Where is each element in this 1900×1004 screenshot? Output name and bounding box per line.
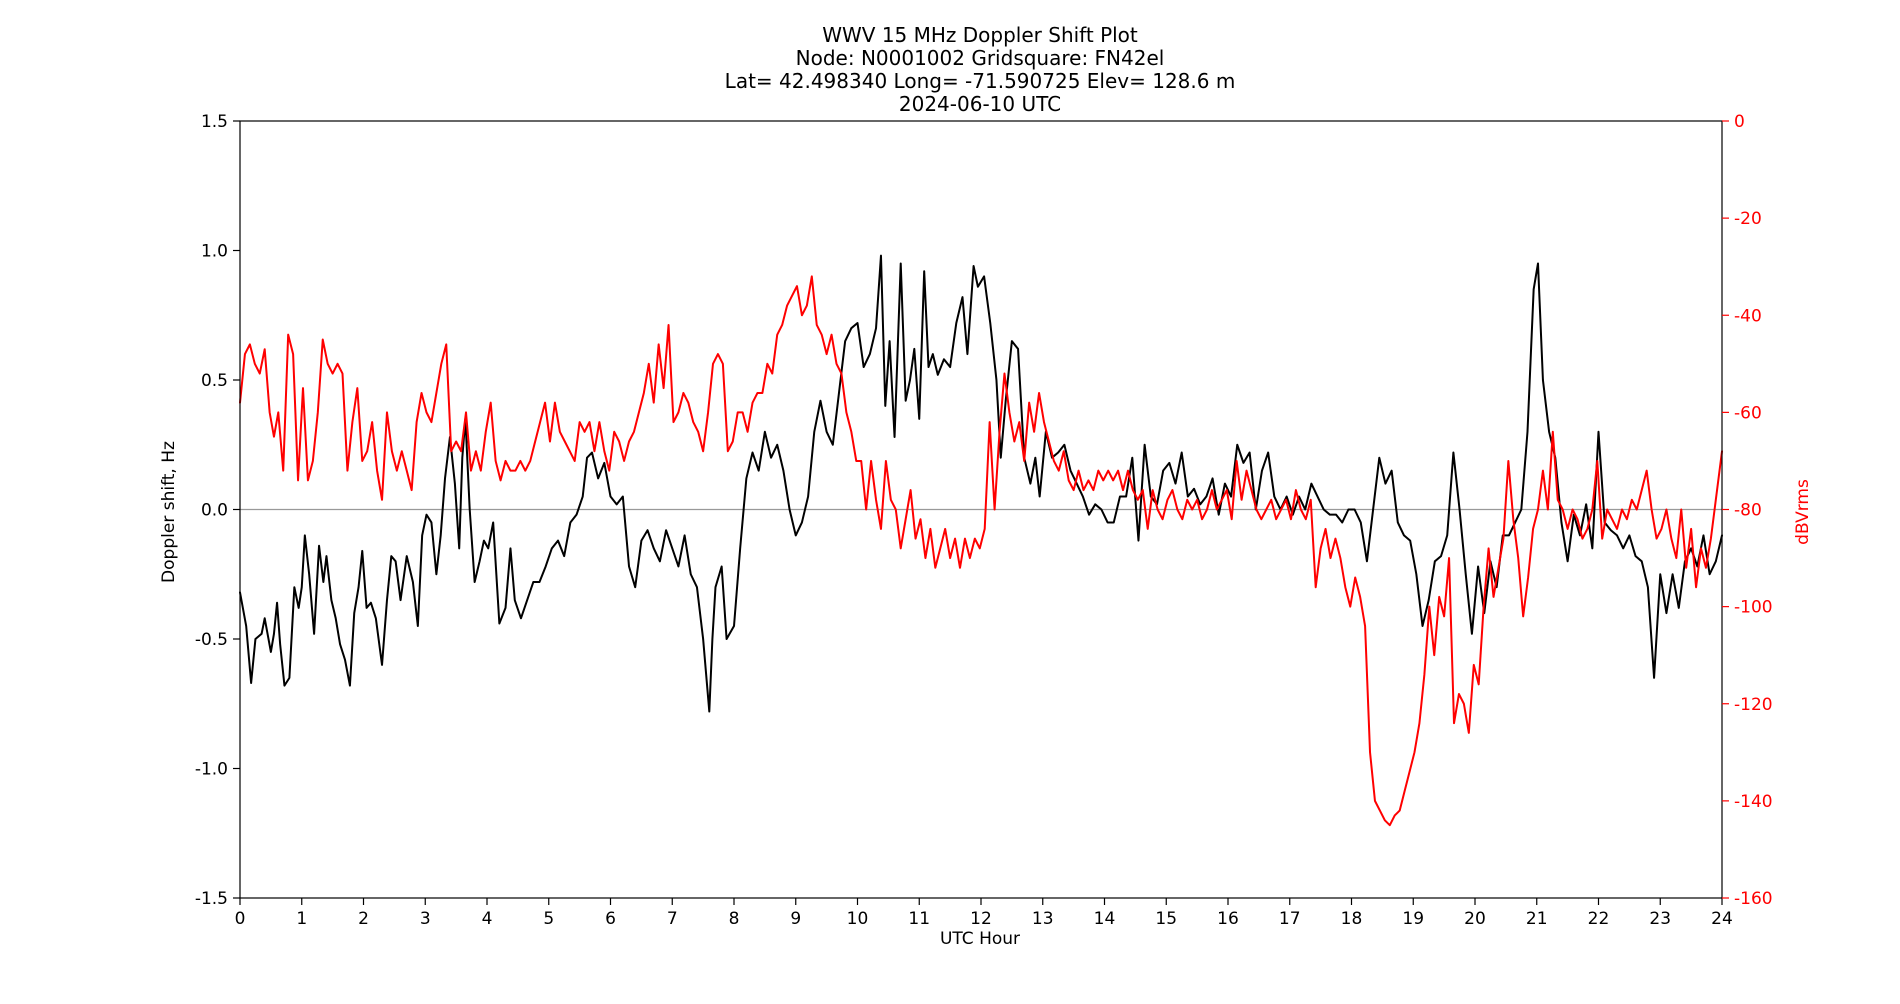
x-tick-label: 21 (1526, 909, 1548, 929)
x-tick-label: 12 (970, 909, 992, 929)
x-tick-label: 22 (1588, 909, 1610, 929)
chart-title: WWV 15 MHz Doppler Shift Plot Node: N000… (725, 23, 1236, 116)
x-tick-label: 9 (790, 909, 801, 929)
x-tick-label: 14 (1094, 909, 1116, 929)
x-tick-label: 24 (1711, 909, 1733, 929)
x-tick-label: 10 (847, 909, 869, 929)
x-tick-label: 7 (667, 909, 678, 929)
x-tick-label: 11 (908, 909, 930, 929)
y-left-ticks-group: -1.5 -1.0 -0.5 0.0 0.5 1.0 1.5 (195, 112, 240, 909)
y-left-tick-label: 1.5 (201, 112, 228, 132)
x-tick-label: 8 (729, 909, 740, 929)
x-tick-label: 2 (358, 909, 369, 929)
y-left-tick-label: 0.5 (201, 371, 228, 391)
y-right-tick-label: -20 (1734, 209, 1762, 229)
x-tick-label: 19 (1402, 909, 1424, 929)
y-axis-label-right: dBVrms (1793, 479, 1813, 545)
y-left-tick-label: -1.5 (195, 889, 228, 909)
series-group (239, 254, 1723, 827)
doppler-series-line (239, 254, 1723, 713)
x-tick-label: 18 (1341, 909, 1363, 929)
y-right-ticks-group: -160 -140 -120 -100 -80 -60 -40 -20 0 (1722, 112, 1773, 909)
y-left-tick-label: -1.0 (195, 760, 228, 780)
y-axis-label-left: Doppler shift, Hz (159, 441, 179, 583)
y-right-tick-label: -140 (1734, 792, 1773, 812)
y-right-tick-label: -80 (1734, 501, 1762, 521)
x-tick-label: 0 (235, 909, 246, 929)
y-right-tick-label: -60 (1734, 403, 1762, 423)
x-tick-label: 20 (1464, 909, 1486, 929)
y-right-tick-label: -40 (1734, 306, 1762, 326)
x-tick-label: 5 (543, 909, 554, 929)
x-ticks-group: 0 1 2 3 4 5 6 7 8 9 10 11 12 13 14 15 16 17 18 19 20 21 22 23 24 (235, 898, 1733, 929)
y-left-tick-label: 1.0 (201, 242, 228, 262)
x-tick-label: 3 (420, 909, 431, 929)
x-tick-label: 15 (1155, 909, 1177, 929)
x-tick-label: 17 (1279, 909, 1301, 929)
x-tick-label: 1 (296, 909, 307, 929)
y-right-tick-label: -100 (1734, 598, 1773, 618)
x-tick-label: 4 (482, 909, 493, 929)
y-left-tick-label: -0.5 (195, 630, 228, 650)
x-tick-label: 23 (1649, 909, 1671, 929)
y-right-tick-label: -120 (1734, 695, 1773, 715)
x-tick-label: 6 (605, 909, 616, 929)
title-line-3: Lat= 42.498340 Long= -71.590725 Elev= 12… (725, 69, 1236, 93)
x-tick-label: 13 (1032, 909, 1054, 929)
y-right-tick-label: 0 (1734, 112, 1745, 132)
title-line-4: 2024-06-10 UTC (899, 92, 1061, 116)
y-left-tick-label: 0.0 (201, 501, 228, 521)
x-tick-label: 16 (1217, 909, 1239, 929)
title-line-2: Node: N0001002 Gridsquare: FN42el (796, 46, 1165, 70)
y-right-tick-label: -160 (1734, 889, 1773, 909)
title-line-1: WWV 15 MHz Doppler Shift Plot (822, 23, 1138, 47)
x-axis-label: UTC Hour (940, 929, 1020, 949)
power-series-line (239, 275, 1723, 827)
